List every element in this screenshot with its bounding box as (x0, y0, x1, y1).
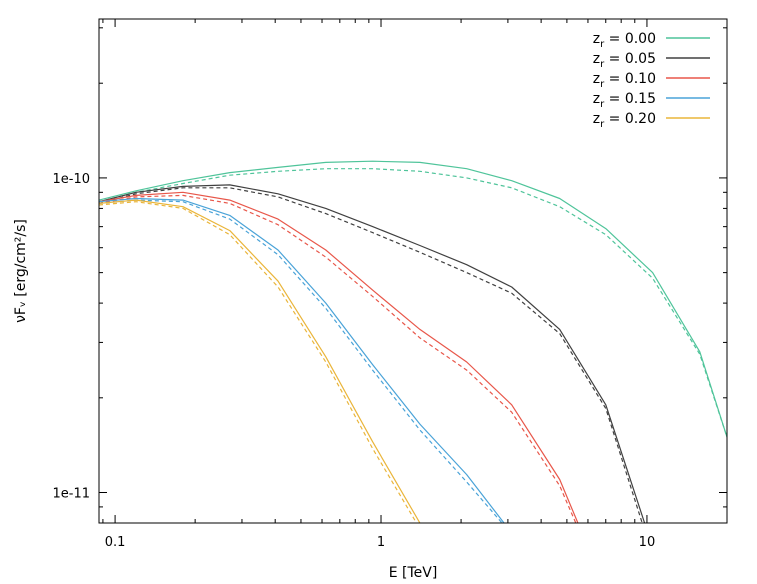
y-tick-label: 1e-10 (52, 172, 90, 187)
legend-label-value: = 0.15 (604, 91, 656, 107)
legend-label: zr = 0.15 (593, 91, 656, 110)
legend-label-subscript: r (600, 59, 605, 70)
legend-entry: zr = 0.05 (593, 51, 710, 70)
series-0-dashed-line (99, 168, 727, 438)
x-axis-label: E [TeV] (389, 565, 438, 581)
x-tick-label: 10 (639, 535, 656, 550)
legend-entry: zr = 0.15 (593, 91, 710, 110)
series-layer (99, 160, 727, 523)
legend-label-value: = 0.20 (604, 111, 656, 127)
legend-label-value: = 0.00 (604, 31, 656, 47)
series-4-solid-line (99, 199, 421, 523)
series-3-solid-line (99, 197, 505, 523)
x-tick-label: 0.1 (105, 535, 126, 550)
series-4-dashed-line (99, 201, 418, 523)
legend-label-subscript: r (600, 79, 605, 90)
legend-label-subscript: r (600, 119, 605, 130)
legend-label-subscript: r (600, 39, 605, 50)
y-tick-label: 1e-11 (52, 487, 90, 502)
series-2-solid-line (99, 191, 579, 523)
legend-entry: zr = 0.20 (593, 111, 710, 130)
legend-label-value: = 0.05 (604, 51, 656, 67)
series-2-dashed-line (99, 194, 577, 523)
legend-label-base: z (593, 51, 600, 67)
legend-label-base: z (593, 31, 600, 47)
legend-label: zr = 0.05 (593, 51, 656, 70)
legend-label-base: z (593, 111, 600, 127)
legend-label: zr = 0.20 (593, 111, 656, 130)
legend-entry: zr = 0.10 (593, 71, 710, 90)
series-0-solid-line (99, 160, 727, 438)
y-axis-label: νFᵥ [erg/cm²/s] (13, 219, 29, 323)
plot-frame (98, 18, 728, 524)
legend-label-base: z (593, 91, 600, 107)
legend-label-base: z (593, 71, 600, 87)
legend-label: zr = 0.00 (593, 31, 656, 50)
series-3-dashed-line (99, 199, 503, 523)
ticks-layer: 0.1 1 10 1e-11 1e-10 (52, 19, 728, 550)
series-1-dashed-line (99, 187, 643, 523)
x-tick-label: 1 (377, 535, 385, 550)
legend-entry: zr = 0.00 (593, 31, 710, 50)
legend-label-subscript: r (600, 99, 605, 110)
legend-label-value: = 0.10 (604, 71, 656, 87)
legend-label: zr = 0.10 (593, 71, 656, 90)
series-1-solid-line (99, 184, 646, 523)
